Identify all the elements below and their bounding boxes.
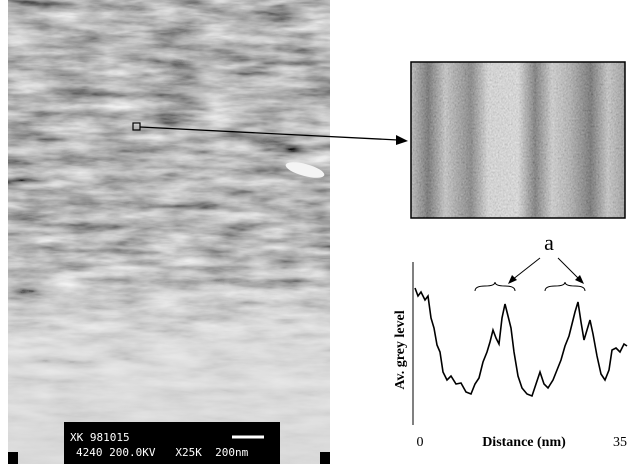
x-end-label: 35 (613, 435, 627, 450)
brace (474, 281, 516, 292)
inset-noise (411, 62, 625, 218)
bright-spot (285, 162, 325, 178)
annotation-arrow-head (508, 275, 517, 284)
profile-curve (414, 287, 628, 398)
frame-mark (320, 452, 330, 464)
arrow-line (139, 126, 399, 141)
info-line: 4240 200.0KV X25K 200nm (76, 446, 249, 459)
annotation-arrow (557, 257, 581, 281)
x-axis-label: Distance (nm) (482, 435, 566, 450)
frame-mark (8, 452, 18, 464)
annotation-arrow-head (575, 275, 584, 284)
pointer-arrow (139, 126, 408, 145)
inset-border (410, 61, 626, 219)
info-bar (64, 422, 280, 464)
profile-plot: a Av. grey level 0 Distance (nm) 35 (393, 230, 628, 450)
arrow-head (396, 135, 408, 145)
brace (544, 281, 586, 292)
annotation: a (544, 230, 554, 255)
selection-box (132, 122, 141, 131)
x-start-label: 0 (417, 435, 424, 450)
info-line: XK 981015 (70, 431, 130, 444)
micrograph: XK 981015 4240 200.0KV X25K 200nm (8, 0, 330, 464)
micrograph-shade (8, 0, 330, 464)
y-axis-label: Av. grey level (393, 310, 408, 389)
inset (410, 61, 626, 219)
annotation-arrow (511, 257, 541, 281)
